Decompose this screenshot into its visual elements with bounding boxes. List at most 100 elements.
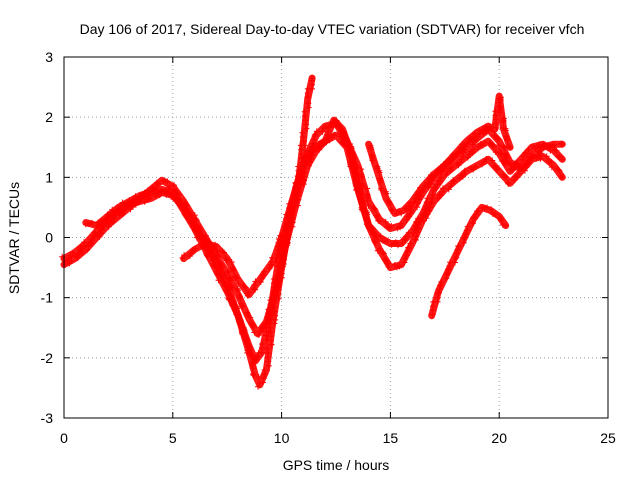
- data-point-marker: [502, 161, 509, 168]
- data-point-marker: [358, 200, 365, 207]
- data-point-marker: [249, 365, 256, 372]
- data-point-marker: [202, 232, 209, 239]
- data-point-marker: [222, 281, 229, 288]
- data-point-marker: [523, 164, 530, 171]
- data-point-marker: [376, 169, 383, 176]
- data-point-marker: [190, 222, 197, 229]
- data-point-marker: [251, 282, 258, 288]
- data-point-marker: [308, 156, 315, 162]
- data-point-marker: [220, 275, 226, 282]
- data-point-marker: [250, 324, 257, 330]
- data-point-marker: [383, 190, 390, 197]
- data-point-marker: [144, 187, 151, 194]
- data-point-marker: [417, 193, 424, 200]
- data-point-marker: [484, 204, 490, 211]
- data-point-marker: [373, 232, 380, 239]
- data-point-marker: [403, 252, 410, 259]
- data-point-marker: [427, 204, 434, 211]
- data-point-marker: [193, 234, 200, 241]
- data-point-marker: [500, 119, 507, 125]
- data-point-marker: [218, 262, 225, 269]
- data-point-marker: [245, 289, 252, 296]
- data-point-marker: [423, 182, 430, 189]
- data-point-marker: [464, 223, 471, 230]
- data-point-marker: [492, 149, 499, 156]
- data-point-marker: [425, 179, 431, 186]
- data-point-marker: [462, 234, 468, 241]
- data-point-marker: [358, 190, 365, 197]
- axis-ticks: [63, 56, 609, 419]
- data-point-marker: [259, 341, 266, 347]
- data-point-marker: [248, 352, 255, 359]
- data-point-marker: [230, 298, 237, 305]
- data-point-marker: [471, 215, 478, 222]
- data-point-marker: [304, 147, 311, 154]
- data-point-marker: [415, 225, 422, 232]
- data-point-marker: [411, 226, 418, 233]
- data-point-marker: [279, 246, 286, 253]
- data-point-marker: [406, 244, 412, 251]
- data-point-marker: [263, 319, 270, 326]
- data-point-marker: [559, 156, 566, 163]
- data-point-marker: [433, 185, 440, 192]
- data-point-marker: [365, 202, 372, 209]
- data-point-marker: [340, 131, 347, 138]
- data-point-marker: [243, 338, 250, 345]
- y-tick-label: 1: [45, 169, 53, 185]
- data-point-marker: [540, 141, 547, 148]
- x-tick-label: 25: [600, 430, 616, 446]
- data-point-marker: [437, 178, 443, 185]
- data-point-marker: [415, 215, 422, 222]
- data-point-marker: [214, 271, 221, 278]
- data-point-marker: [165, 186, 172, 193]
- data-point-marker: [299, 129, 306, 136]
- data-point-marker: [213, 247, 220, 254]
- markers-trace-6: [429, 204, 509, 318]
- data-point-marker: [218, 271, 225, 278]
- data-point-marker: [558, 140, 565, 147]
- data-point-marker: [374, 247, 381, 254]
- data-point-marker: [374, 213, 381, 220]
- data-point-marker: [301, 154, 308, 161]
- data-point-marker: [423, 215, 430, 222]
- data-point-marker: [423, 203, 430, 209]
- data-point-marker: [414, 204, 421, 211]
- data-point-marker: [310, 140, 317, 147]
- data-point-marker: [203, 240, 210, 247]
- data-point-marker: [410, 230, 417, 237]
- data-point-marker: [244, 350, 251, 356]
- data-point-marker: [224, 289, 231, 296]
- data-point-marker: [198, 236, 205, 242]
- data-point-marker: [74, 255, 81, 261]
- data-point-marker: [421, 210, 428, 217]
- data-point-marker: [227, 277, 234, 284]
- data-point-marker: [166, 183, 173, 190]
- data-point-marker: [495, 142, 502, 149]
- data-point-marker: [430, 187, 437, 194]
- data-point-marker: [440, 185, 446, 192]
- data-point-marker: [204, 253, 211, 260]
- data-point-marker: [383, 258, 390, 265]
- data-point-marker: [359, 208, 366, 214]
- data-point-marker: [428, 171, 435, 178]
- data-point-marker: [79, 250, 86, 257]
- data-point-marker: [384, 260, 391, 267]
- data-point-marker: [378, 187, 385, 193]
- data-point-marker: [317, 143, 324, 150]
- data-traces: [60, 74, 566, 389]
- data-point-marker: [223, 256, 229, 263]
- data-point-marker: [191, 212, 198, 219]
- data-point-marker: [175, 191, 182, 198]
- data-point-marker: [420, 211, 427, 218]
- data-point-marker: [449, 151, 456, 158]
- data-point-marker: [460, 239, 467, 246]
- data-point-marker: [232, 274, 239, 281]
- data-point-marker: [251, 329, 258, 336]
- y-tick-label: -2: [41, 350, 54, 366]
- data-point-marker: [412, 237, 419, 243]
- data-point-marker: [219, 263, 226, 270]
- data-point-marker: [208, 247, 215, 254]
- data-point-marker: [192, 215, 199, 222]
- data-point-marker: [85, 243, 92, 250]
- data-point-marker: [426, 175, 433, 182]
